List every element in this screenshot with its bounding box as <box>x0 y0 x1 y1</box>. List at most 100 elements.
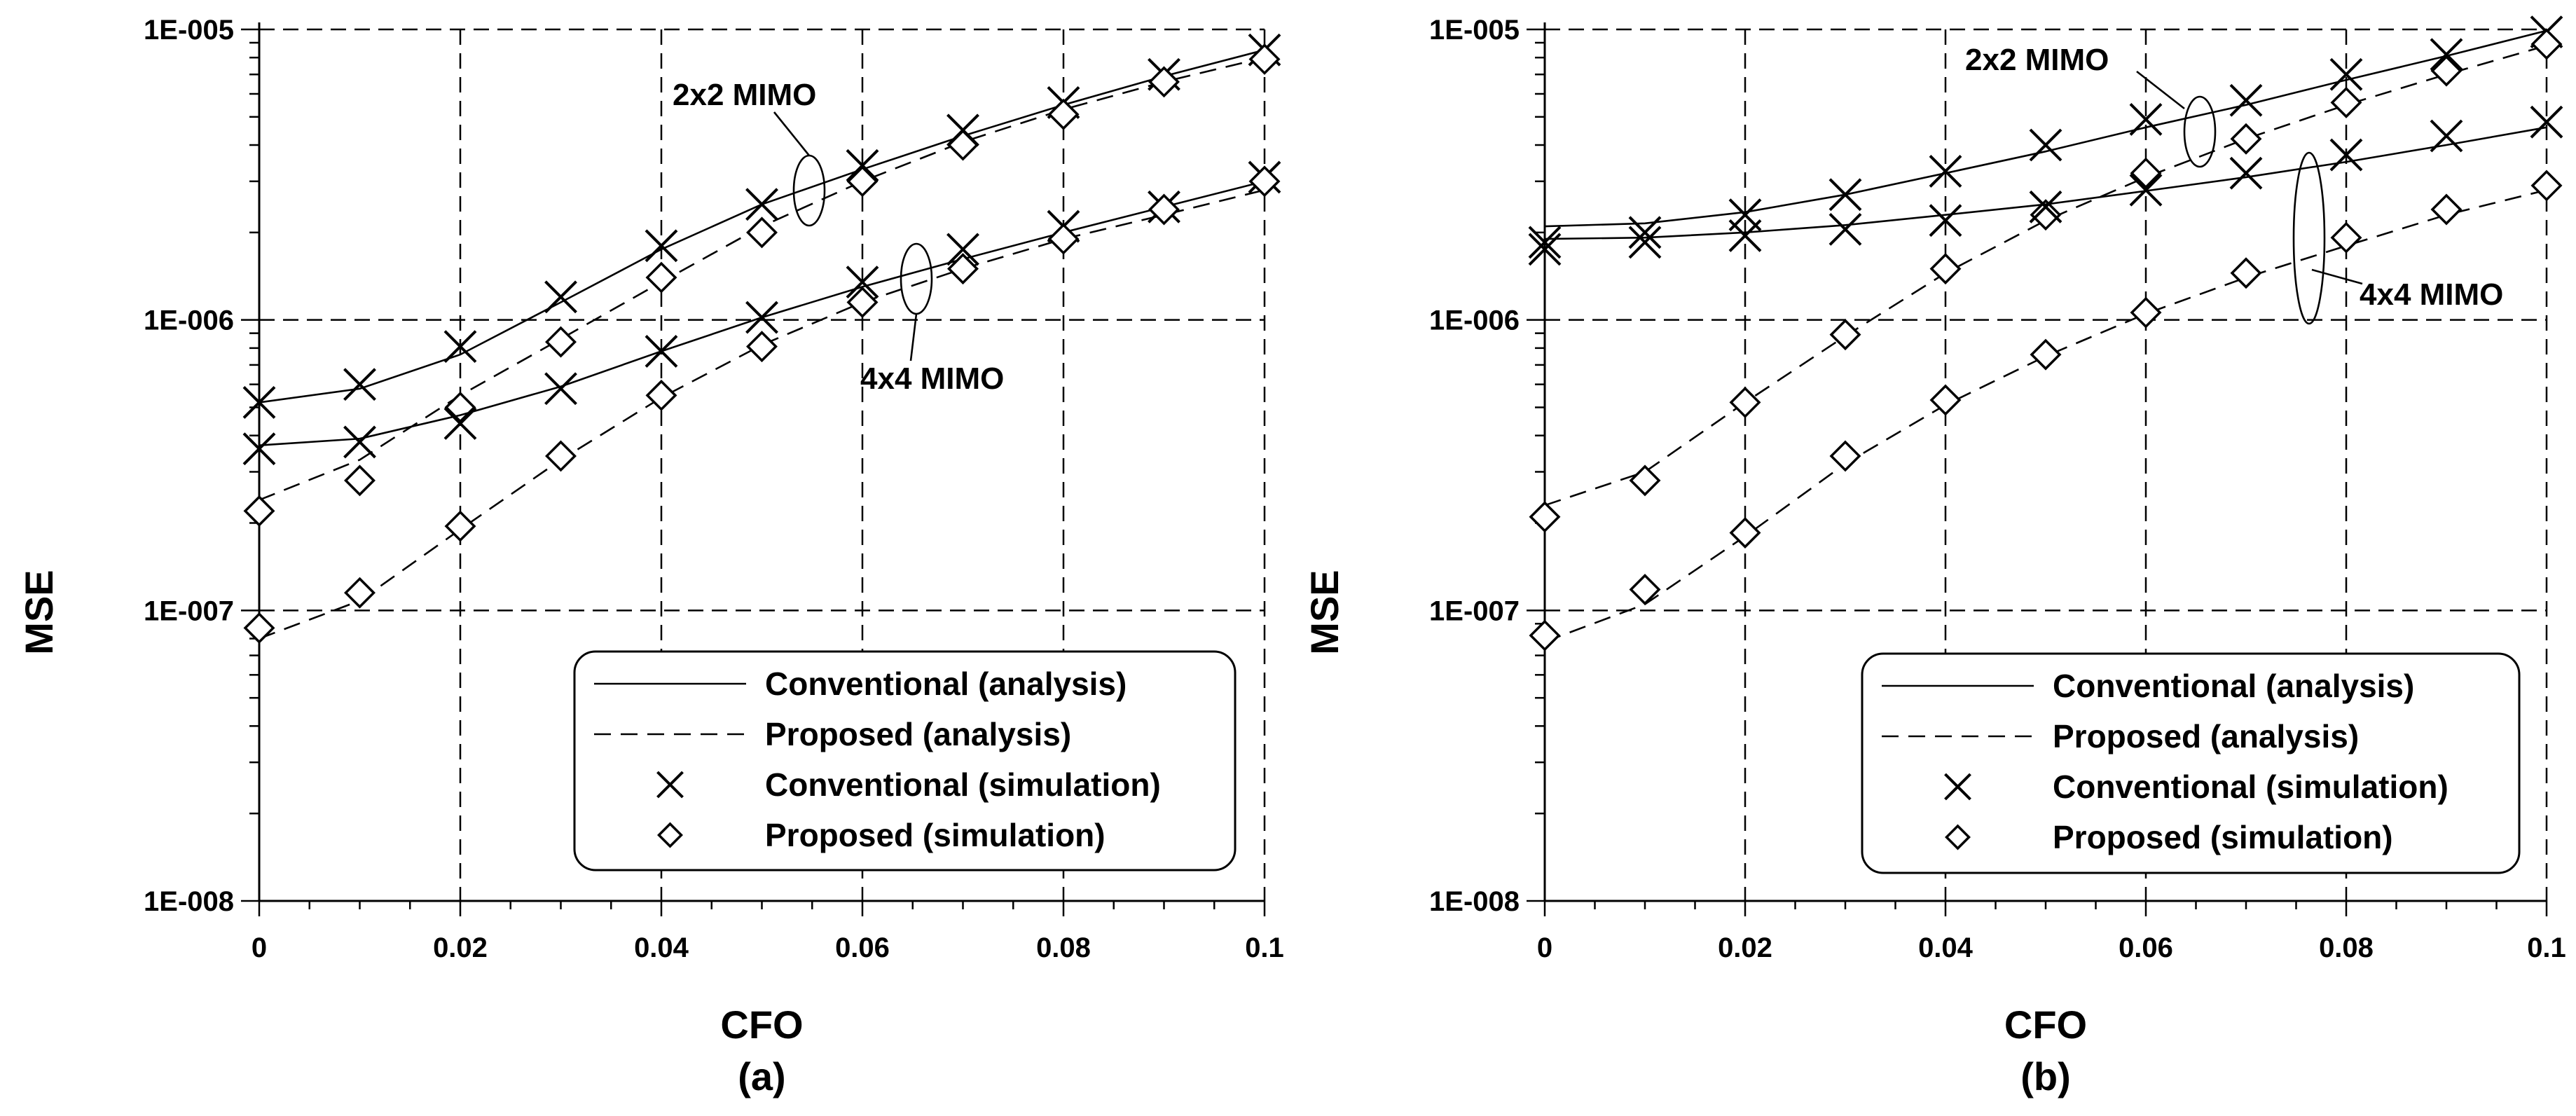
marker-x-point <box>544 280 577 314</box>
legend-label: Proposed (analysis) <box>2053 718 2359 755</box>
marker-diamond-point <box>1047 98 1080 130</box>
marker-x-point <box>2329 138 2363 172</box>
legend-swatch-diamond <box>1945 824 1971 850</box>
marker-x-point <box>645 229 678 263</box>
marker-x-point <box>846 266 879 299</box>
y-tick-label: 1E-005 <box>1429 15 1520 46</box>
marker-x-point <box>1628 216 1662 249</box>
marker-diamond-point <box>746 331 778 363</box>
marker-x-point <box>846 149 879 182</box>
marker-diamond-point <box>746 216 778 249</box>
x-tick-label: 0.08 <box>1036 932 1091 963</box>
marker-x-point <box>1828 212 1862 246</box>
annotation-label: 4x4 MIMO <box>860 361 1004 396</box>
marker-diamond-point <box>1629 464 1661 497</box>
marker-diamond-point <box>1929 384 1962 416</box>
annotation-leader <box>773 111 811 156</box>
marker-x-point <box>2430 119 2463 153</box>
x-tick-label: 0.06 <box>2119 932 2173 963</box>
marker-x-point <box>2229 83 2263 117</box>
x-ticks: 0 0.02 0.04 0.06 0.08 0.1 <box>1537 901 2566 963</box>
marker-diamond-point <box>1047 223 1080 255</box>
marker-diamond-point <box>947 253 979 285</box>
marker-diamond-point <box>1629 574 1661 606</box>
series <box>1528 15 2563 652</box>
marker-x-point <box>745 188 778 221</box>
annotations: 2x2 MIMO 4x4 MIMO <box>1965 43 2503 325</box>
legend-label: Conventional (simulation) <box>2053 769 2448 805</box>
annotation-ellipse <box>900 242 933 315</box>
x-tick-label: 0.06 <box>835 932 890 963</box>
subtitle: (b) <box>2020 1054 2071 1098</box>
marker-x-point <box>443 330 477 364</box>
marker-diamond-point <box>1529 619 1561 652</box>
marker-diamond-point <box>1829 440 1861 472</box>
marker-diamond-point <box>1529 501 1561 533</box>
marker-x-point <box>2430 38 2463 71</box>
marker-diamond-point <box>2530 170 2563 202</box>
marker-diamond-point <box>2230 257 2262 289</box>
x-tick-label: 0.1 <box>1245 932 1284 963</box>
marker-diamond-point <box>2430 55 2463 87</box>
marker-x-point <box>1828 178 1862 212</box>
marker-x-point <box>1528 233 1562 266</box>
annotation-leader <box>909 313 918 361</box>
marker-diamond-point <box>846 287 879 318</box>
marker-diamond-point <box>444 510 476 542</box>
marker-x-point <box>242 386 276 419</box>
marker-diamond-point <box>2430 193 2463 226</box>
marker-x-point <box>343 425 376 459</box>
x-ticks: 0 0.02 0.04 0.06 0.08 0.1 <box>252 901 1284 963</box>
series-line-4x4-proposed-analysis- <box>259 188 1265 640</box>
y-ticks: 1E-008 1E-007 1E-006 1E-005 <box>1429 15 1545 917</box>
chart-b: 1E-008 1E-007 1E-006 1E-005 0 0.02 0.04 0.06 0.0… <box>1302 15 2566 1098</box>
legend-label: Proposed (simulation) <box>2053 819 2393 855</box>
annotation-label: 2x2 MIMO <box>1965 43 2109 77</box>
annotation-leader <box>2136 70 2185 110</box>
legend: Conventional (analysis) Proposed (analysi… <box>1861 652 2521 874</box>
y-axis-title: MSE <box>17 570 61 654</box>
marker-diamond-point <box>243 612 275 644</box>
annotation-ellipse <box>792 154 826 227</box>
annotation-label: 4x4 MIMO <box>2360 277 2503 312</box>
marker-x-point <box>946 233 979 266</box>
marker-x-point <box>1728 219 1762 252</box>
legend: Conventional (analysis) Proposed (analysi… <box>573 650 1237 872</box>
marker-x-point <box>2129 173 2163 207</box>
marker-diamond-point <box>344 464 376 497</box>
marker-diamond-point <box>2130 157 2162 189</box>
marker-diamond-point <box>2130 296 2162 329</box>
x-tick-label: 0 <box>1537 932 1552 963</box>
marker-x-point <box>1929 204 1962 237</box>
y-tick-label: 1E-006 <box>1429 305 1520 336</box>
annotation-leader <box>2311 268 2363 285</box>
legend-box <box>1861 652 2521 874</box>
y-tick-label: 1E-007 <box>1429 595 1520 626</box>
y-tick-label: 1E-006 <box>144 305 234 336</box>
marker-diamond-point <box>947 129 979 161</box>
marker-x-point <box>443 407 477 440</box>
annotation-ellipse <box>2292 151 2326 325</box>
marker-diamond-point <box>1929 253 1962 285</box>
x-axis-title: CFO <box>720 1003 803 1047</box>
legend-swatch-x <box>656 771 684 799</box>
legend-box <box>573 650 1237 872</box>
marker-x-point <box>544 372 577 406</box>
marker-x-point <box>242 432 276 466</box>
marker-diamond-point <box>344 577 376 609</box>
marker-diamond-point <box>2030 338 2062 371</box>
marker-diamond-point <box>2030 199 2062 231</box>
x-tick-label: 0.04 <box>1918 932 1974 963</box>
marker-diamond-point <box>1248 165 1281 198</box>
annotations: 2x2 MIMO 4x4 MIMO <box>673 78 1004 396</box>
marker-diamond-point <box>243 495 275 527</box>
marker-diamond-point <box>645 261 677 294</box>
marker-diamond-point <box>2530 28 2563 60</box>
y-tick-label: 1E-007 <box>144 595 234 626</box>
marker-x-point <box>645 334 678 368</box>
x-tick-label: 0.02 <box>433 932 488 963</box>
x-tick-label: 0.02 <box>1718 932 1772 963</box>
x-axis-title: CFO <box>2004 1003 2087 1047</box>
